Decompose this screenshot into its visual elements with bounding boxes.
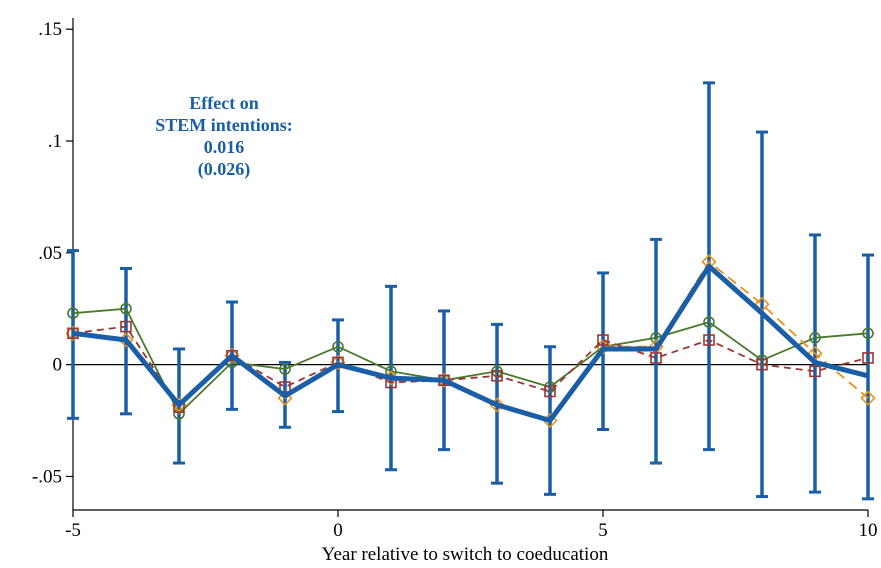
series-square-marker	[226, 349, 238, 362]
series-circle-marker	[332, 340, 344, 353]
series-square-marker	[544, 385, 556, 398]
y-tick-label: -.05	[32, 466, 62, 487]
series-circle-marker	[703, 316, 715, 328]
series-circle-marker	[173, 408, 185, 420]
series-circle-marker	[809, 331, 821, 344]
annotation-line-2: STEM intentions:	[155, 115, 293, 135]
annotation-line-3: 0.016	[204, 137, 245, 157]
series-circle-marker	[67, 307, 79, 320]
series-diamond-marker	[860, 390, 876, 406]
series-layer	[65, 254, 876, 429]
x-tick-label: -5	[65, 520, 81, 541]
series-circle-line	[72, 307, 869, 416]
confidence-intervals	[67, 81, 874, 501]
series-square-marker	[491, 370, 503, 382]
series-square-marker	[862, 352, 874, 364]
series-circle-marker	[862, 327, 874, 340]
axes: -.05 0 .05 .1 .15 -5 0 5 10	[32, 18, 878, 541]
series-square-marker	[597, 334, 609, 346]
series-diamond-line	[72, 260, 869, 422]
series-square-marker	[703, 334, 715, 346]
y-tick-label: .05	[38, 243, 62, 264]
main-series-layer	[72, 263, 869, 423]
main-series-line	[72, 263, 869, 423]
series-circle-marker	[120, 302, 132, 315]
x-tick-label: 5	[598, 520, 608, 541]
series-square-marker	[809, 365, 821, 378]
series-square-marker	[279, 381, 291, 393]
annotation-line-4: (0.026)	[198, 159, 251, 180]
y-tick-label: .1	[48, 131, 62, 152]
series-square-marker	[756, 358, 768, 371]
series-square-marker	[650, 352, 662, 364]
x-tick-label: 0	[333, 520, 343, 541]
series-square-marker	[120, 320, 132, 333]
y-tick-label: 0	[53, 355, 63, 376]
x-tick-label: 10	[859, 520, 878, 541]
y-tick-label: .15	[38, 19, 62, 40]
series-circle-marker	[279, 363, 291, 375]
annotation-line-1: Effect on	[189, 93, 258, 113]
x-axis-title: Year relative to switch to coeducation	[322, 544, 609, 565]
